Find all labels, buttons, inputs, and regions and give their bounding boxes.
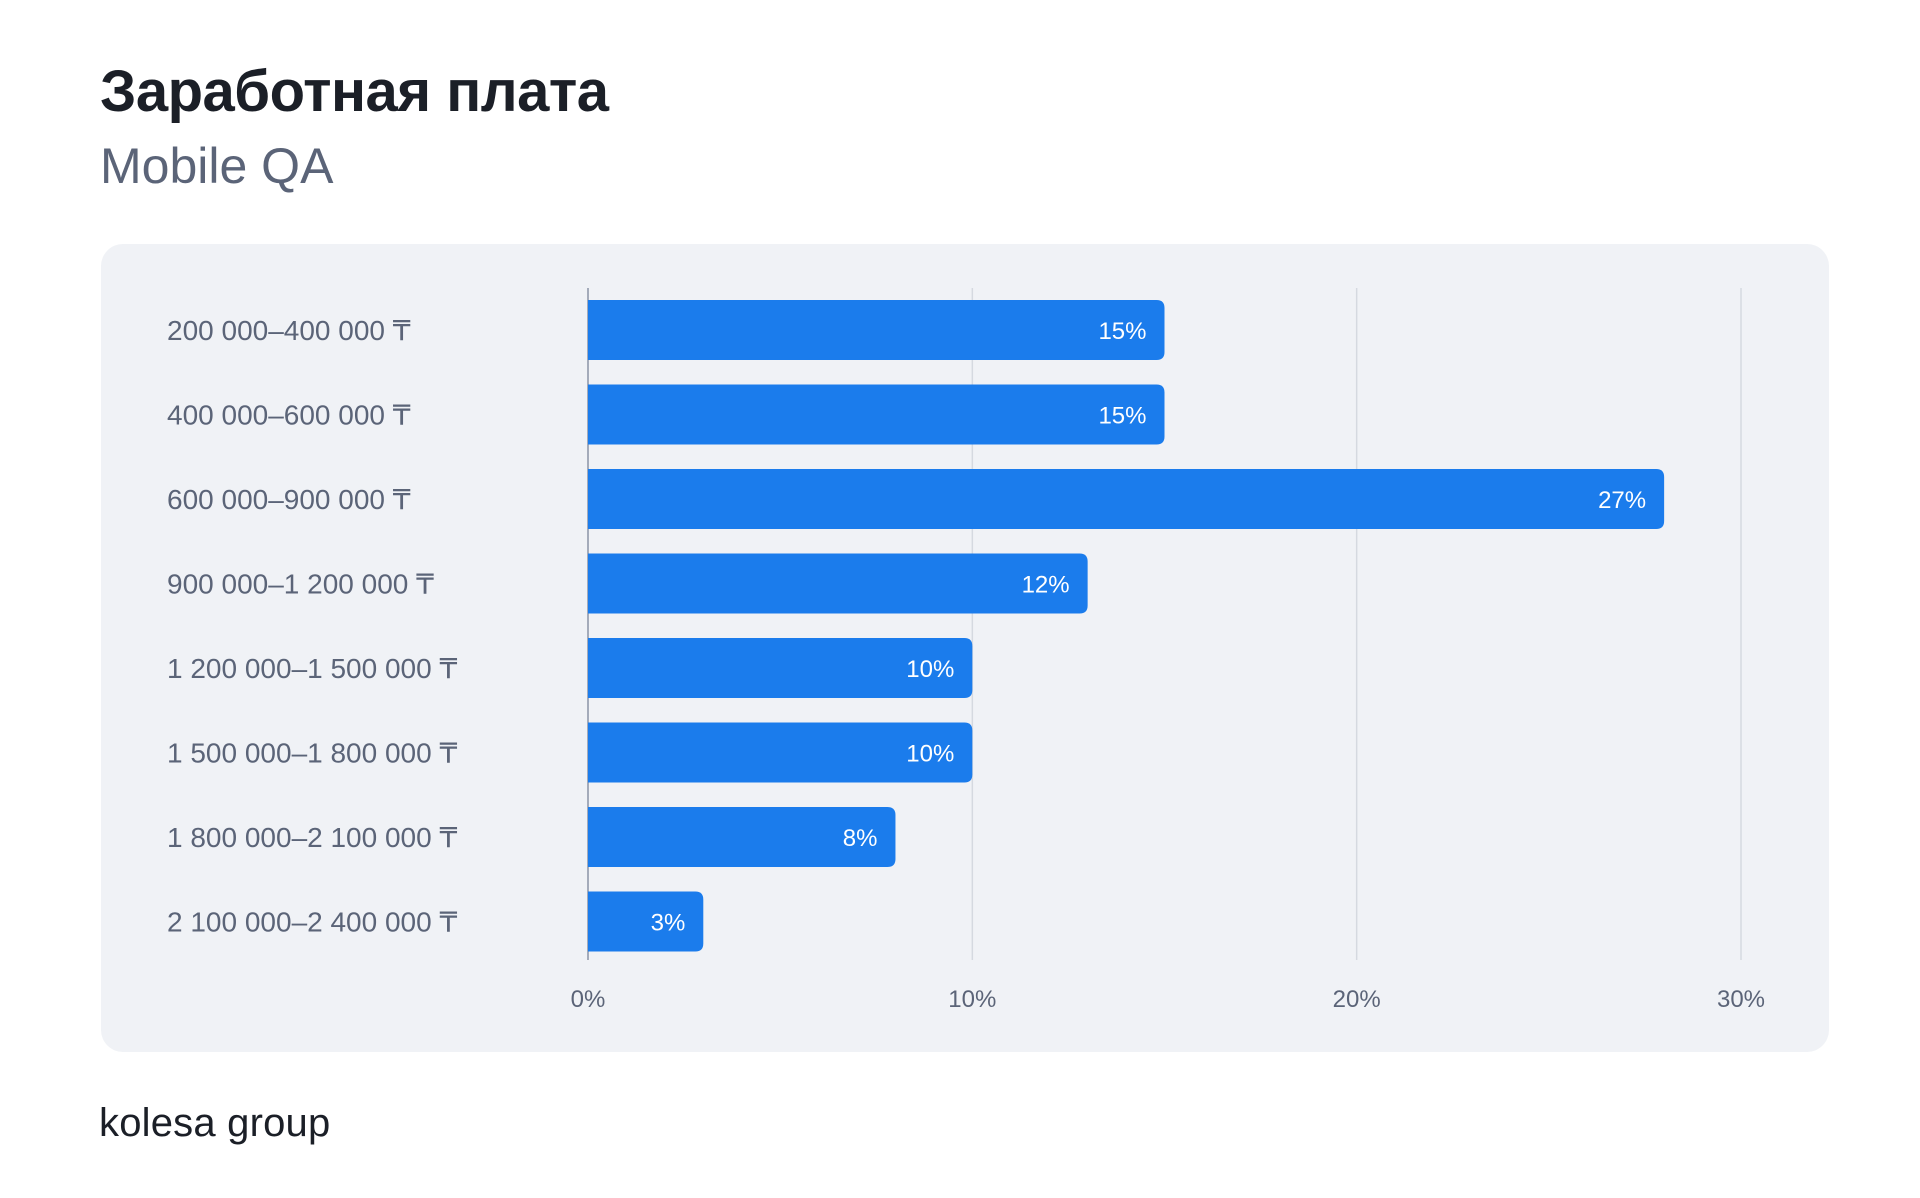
value-label: 15% bbox=[1098, 403, 1146, 430]
chart-card: 200 000–400 000 ₸ 15% 400 000–600 000 ₸ 15%… bbox=[101, 244, 1829, 1052]
category-label: 1 500 000–1 800 000 ₸ bbox=[167, 738, 457, 769]
x-tick-label: 30% bbox=[1717, 986, 1765, 1013]
bar bbox=[588, 300, 1165, 360]
page-title: Заработная плата bbox=[100, 59, 609, 124]
category-label: 200 000–400 000 ₸ bbox=[167, 315, 411, 346]
bar bbox=[588, 553, 1088, 614]
category-label: 900 000–1 200 000 ₸ bbox=[167, 569, 434, 600]
value-label: 3% bbox=[651, 910, 686, 937]
value-label: 10% bbox=[906, 656, 954, 683]
value-label: 12% bbox=[1022, 572, 1070, 599]
bar bbox=[588, 807, 896, 867]
salary-bar-chart: 200 000–400 000 ₸ 15% 400 000–600 000 ₸ 15%… bbox=[167, 288, 1765, 1013]
bar bbox=[588, 891, 704, 952]
x-tick-label: 20% bbox=[1333, 986, 1381, 1013]
category-label: 400 000–600 000 ₸ bbox=[167, 400, 411, 431]
value-label: 10% bbox=[906, 741, 954, 768]
value-label: 27% bbox=[1598, 487, 1646, 514]
x-tick-label: 10% bbox=[948, 986, 996, 1013]
category-label: 2 100 000–2 400 000 ₸ bbox=[167, 907, 457, 938]
bar bbox=[588, 638, 973, 698]
kolesa-group-logo: kolesa group bbox=[99, 1101, 331, 1145]
value-label: 8% bbox=[843, 825, 878, 852]
bar bbox=[588, 384, 1165, 445]
category-label: 600 000–900 000 ₸ bbox=[167, 484, 411, 515]
value-label: 15% bbox=[1098, 318, 1146, 345]
category-label: 1 200 000–1 500 000 ₸ bbox=[167, 653, 457, 684]
page-subtitle: Mobile QA bbox=[100, 138, 334, 194]
x-tick-label: 0% bbox=[571, 986, 606, 1013]
category-label: 1 800 000–2 100 000 ₸ bbox=[167, 822, 457, 853]
bar bbox=[588, 469, 1665, 529]
bar bbox=[588, 722, 973, 783]
